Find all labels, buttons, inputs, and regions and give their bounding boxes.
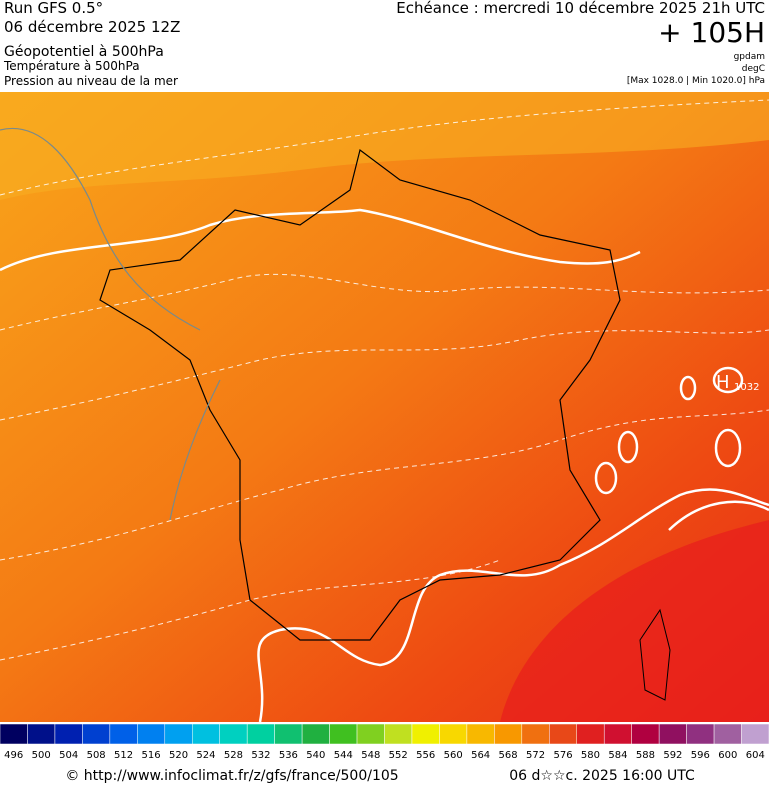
source-url: © http://www.infoclimat.fr/z/gfs/france/…	[65, 768, 398, 784]
contour	[0, 208, 641, 272]
colorbar-swatch	[466, 723, 495, 745]
colorbar-swatch	[301, 723, 330, 745]
isotherms	[0, 99, 769, 661]
colorbar-swatch	[603, 723, 632, 745]
contour	[668, 500, 769, 531]
high-pressure-symbol: H	[716, 372, 730, 393]
colorbar-label: 532	[251, 750, 270, 761]
colorbar-label: 500	[32, 750, 51, 761]
colorbar-swatch	[82, 723, 111, 745]
colorbar-label: 552	[389, 750, 408, 761]
colorbar-label: 528	[224, 750, 243, 761]
colorbar-swatch	[521, 723, 550, 745]
colorbar-swatch	[356, 723, 385, 745]
unit: degC	[742, 64, 765, 74]
colorbar-label: 572	[526, 750, 545, 761]
colorbar-swatch	[219, 723, 248, 745]
colorbar-label: 504	[59, 750, 78, 761]
colorbar-label: 580	[581, 750, 600, 761]
colorbar-label: 512	[114, 750, 133, 761]
colorbar-label: 600	[718, 750, 737, 761]
colorbar-label: 584	[608, 750, 627, 761]
colorbar-label: 576	[553, 750, 572, 761]
contour	[594, 461, 618, 495]
contour	[714, 428, 742, 468]
colorbar-swatch	[27, 723, 56, 745]
colorbar-label: 592	[663, 750, 682, 761]
colorbar-swatch	[686, 723, 715, 745]
contour	[679, 375, 697, 401]
colorbar-label: 568	[499, 750, 518, 761]
contour	[257, 488, 769, 723]
colorbar-label: 524	[196, 750, 215, 761]
colorbar-swatch	[631, 723, 660, 745]
colorbar-swatch	[0, 723, 28, 745]
colorbar-label: 496	[4, 750, 23, 761]
colorbar-swatch	[494, 723, 523, 745]
map: H 1032	[0, 92, 769, 723]
colorbar-swatch	[384, 723, 413, 745]
lead-time: + 105H	[658, 16, 765, 49]
shade	[500, 520, 769, 722]
colorbar-swatch	[54, 723, 83, 745]
contour	[617, 430, 639, 464]
colorbar-swatch	[741, 723, 769, 745]
layer-label: Géopotentiel à 500hPa	[4, 44, 164, 60]
colorbar-swatch	[137, 723, 166, 745]
isobar	[0, 127, 221, 521]
coastline	[99, 148, 621, 641]
colorbar-label: 556	[416, 750, 435, 761]
generated-date: 06 d☆☆c. 2025 16:00 UTC	[509, 768, 695, 784]
colorbar: 496 500 504 508 512 516 520 524 528 532 536 540 544 5…	[0, 723, 769, 761]
colorbar-label: 564	[471, 750, 490, 761]
colorbar-swatch	[576, 723, 605, 745]
colorbar-swatch	[658, 723, 687, 745]
run-title: Run GFS 0.5°	[4, 0, 103, 17]
colorbar-label: 544	[334, 750, 353, 761]
colorbar-swatch	[713, 723, 742, 745]
colorbar-label: 604	[746, 750, 765, 761]
colorbar-label: 596	[691, 750, 710, 761]
colorbar-swatch	[439, 723, 468, 745]
unit: gpdam	[734, 52, 765, 62]
colorbar-swatch	[192, 723, 220, 745]
colorbar-swatch	[274, 723, 303, 745]
corsica	[639, 608, 671, 701]
colorbar-swatch	[329, 723, 358, 745]
shade	[0, 92, 769, 200]
colorbar-swatch	[246, 723, 275, 745]
colorbar-swatch	[549, 723, 577, 745]
colorbar-label: 516	[142, 750, 161, 761]
contour	[712, 366, 744, 394]
colorbar-label: 560	[444, 750, 463, 761]
layer-label: Pression au niveau de la mer	[4, 74, 178, 88]
colorbar-label: 536	[279, 750, 298, 761]
colorbar-swatch	[164, 723, 193, 745]
forecast-time: Echéance : mercredi 10 décembre 2025 21h…	[396, 0, 765, 17]
colorbar-swatch	[109, 723, 138, 745]
run-date: 06 décembre 2025 12Z	[4, 18, 180, 36]
colorbar-swatch	[411, 723, 440, 745]
colorbar-label: 508	[87, 750, 106, 761]
colorbar-label: 540	[306, 750, 325, 761]
colorbar-label: 548	[361, 750, 380, 761]
colorbar-label: 588	[636, 750, 655, 761]
pressure-range: [Max 1028.0 | Min 1020.0] hPa	[627, 76, 765, 86]
layer-label: Température à 500hPa	[3, 59, 140, 73]
colorbar-label: 520	[169, 750, 188, 761]
high-pressure-value: 1032	[734, 382, 759, 393]
